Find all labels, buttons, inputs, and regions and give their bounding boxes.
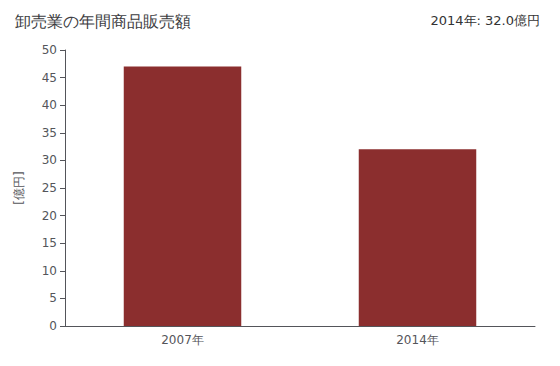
svg-text:2014年: 32.0億円: 2014年: 32.0億円 [430, 13, 540, 28]
svg-text:50: 50 [42, 43, 57, 57]
svg-text:[億円]: [億円] [12, 171, 26, 204]
svg-text:20: 20 [42, 209, 57, 223]
svg-text:25: 25 [42, 181, 57, 195]
svg-text:2014年: 2014年 [396, 333, 439, 347]
svg-text:30: 30 [42, 153, 57, 167]
svg-text:0: 0 [49, 319, 57, 333]
svg-text:15: 15 [42, 236, 57, 250]
svg-text:5: 5 [49, 291, 57, 305]
svg-text:45: 45 [42, 71, 57, 85]
svg-text:40: 40 [42, 98, 57, 112]
svg-text:卸売業の年間商品販売額: 卸売業の年間商品販売額 [15, 12, 191, 31]
svg-text:2007年: 2007年 [161, 333, 204, 347]
svg-text:10: 10 [42, 264, 57, 278]
svg-text:35: 35 [42, 126, 57, 140]
